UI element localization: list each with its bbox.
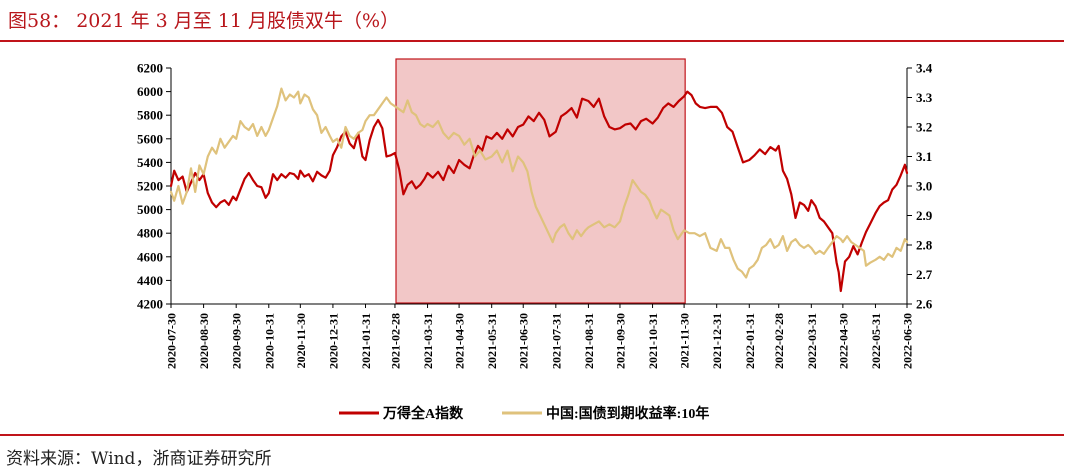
legend-label: 万得全A指数 bbox=[382, 405, 464, 422]
x-tick-label: 2021-10-31 bbox=[646, 313, 660, 369]
series-line-equity-index bbox=[169, 90, 909, 293]
right-tick-label: 2.7 bbox=[916, 267, 933, 282]
x-tick-label: 2022-01-31 bbox=[743, 313, 757, 369]
x-tick-label: 2020-12-31 bbox=[326, 313, 340, 369]
x-tick-label: 2020-08-30 bbox=[197, 313, 211, 369]
x-tick-label: 2021-01-31 bbox=[359, 313, 373, 369]
figure-title: 图58： 2021 年 3 月至 11 月股债双牛（%） bbox=[8, 10, 400, 32]
x-tick-label: 2022-03-31 bbox=[805, 313, 819, 369]
right-tick-label: 3.0 bbox=[916, 179, 932, 194]
legend: 万得全A指数 中国:国债到期收益率:10年 bbox=[339, 405, 709, 422]
right-tick-label: 2.8 bbox=[916, 238, 933, 253]
x-tick-label: 2020-10-31 bbox=[262, 313, 276, 369]
left-tick-label: 4200 bbox=[137, 297, 163, 312]
left-tick-label: 5600 bbox=[137, 131, 163, 146]
chart: 4200 4400 4600 4800 5000 5200 5400 5600 5800 6000… bbox=[137, 58, 933, 422]
left-tick-label: 6200 bbox=[137, 61, 163, 76]
left-tick-label: 6000 bbox=[137, 84, 163, 99]
series-line-bond-yield bbox=[169, 87, 909, 279]
highlight-region bbox=[395, 58, 686, 304]
legend-label: 中国:国债到期收益率:10年 bbox=[546, 405, 709, 422]
left-tick-label: 4600 bbox=[137, 249, 163, 264]
x-tick-label: 2022-02-28 bbox=[772, 313, 786, 369]
right-tick-label: 2.9 bbox=[916, 208, 933, 223]
x-tick-label: 2021-09-30 bbox=[613, 313, 627, 369]
right-tick-label: 2.6 bbox=[916, 297, 933, 312]
source-rule bbox=[0, 434, 1064, 436]
x-tick-label: 2021-11-30 bbox=[678, 313, 692, 368]
x-tick-label: 2021-05-31 bbox=[485, 313, 499, 369]
left-tick-label: 5000 bbox=[137, 202, 163, 217]
series-group bbox=[169, 87, 909, 293]
x-tick-label: 2022-05-31 bbox=[869, 313, 883, 369]
highlight-region-group bbox=[395, 58, 686, 304]
x-tick-label: 2020-11-30 bbox=[294, 313, 308, 368]
title-rule bbox=[0, 40, 1064, 42]
x-axis-ticks: 2020-07-30 2020-08-30 2020-09-30 2020-10-31… bbox=[165, 304, 915, 369]
left-tick-label: 4400 bbox=[137, 273, 163, 288]
left-tick-label: 5400 bbox=[137, 155, 163, 170]
x-tick-label: 2022-06-30 bbox=[901, 313, 915, 369]
x-tick-label: 2021-04-30 bbox=[453, 313, 467, 369]
right-tick-label: 3.1 bbox=[916, 149, 932, 164]
x-tick-label: 2020-09-30 bbox=[230, 313, 244, 369]
right-tick-label: 3.4 bbox=[916, 61, 933, 76]
right-tick-label: 3.2 bbox=[916, 120, 932, 135]
x-tick-label: 2022-04-30 bbox=[836, 313, 850, 369]
x-tick-label: 2021-03-31 bbox=[421, 313, 435, 369]
x-tick-label: 2021-06-30 bbox=[517, 313, 531, 369]
source-note: 资料来源：Wind，浙商证券研究所 bbox=[6, 449, 272, 469]
x-tick-label: 2021-08-31 bbox=[582, 313, 596, 369]
x-tick-label: 2021-02-28 bbox=[388, 313, 402, 369]
right-axis-ticks: 2.6 2.7 2.8 2.9 3.0 3.1 3.2 3.3 3.4 bbox=[907, 61, 933, 312]
left-tick-label: 5800 bbox=[137, 108, 163, 123]
left-axis-ticks: 4200 4400 4600 4800 5000 5200 5400 5600 5800 6000… bbox=[137, 61, 171, 312]
left-tick-label: 4800 bbox=[137, 226, 163, 241]
right-tick-label: 3.3 bbox=[916, 90, 933, 105]
x-tick-label: 2020-07-30 bbox=[165, 313, 179, 369]
x-tick-label: 2021-12-31 bbox=[710, 313, 724, 369]
left-tick-label: 5200 bbox=[137, 179, 163, 194]
x-tick-label: 2021-07-31 bbox=[549, 313, 563, 369]
